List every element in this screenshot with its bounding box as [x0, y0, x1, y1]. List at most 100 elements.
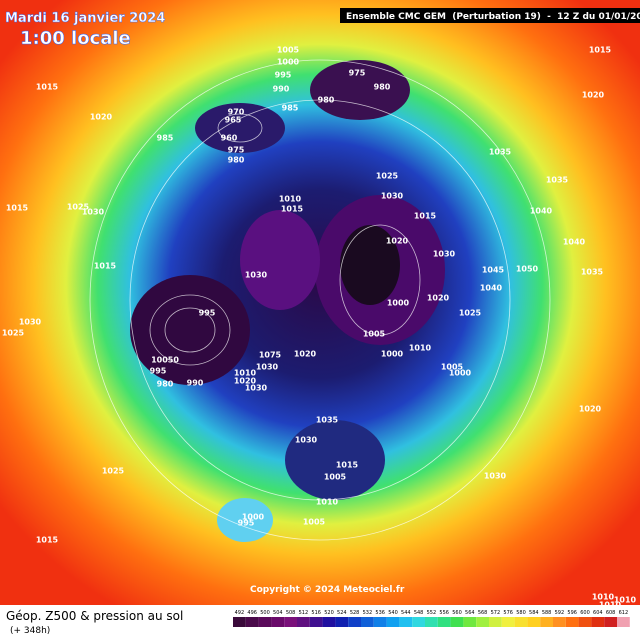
scale-label: 504 [273, 610, 283, 616]
isobar-label: 1005 [363, 330, 386, 339]
isobar-label: 970 [228, 108, 245, 117]
isobar-label: 1000 [381, 350, 404, 359]
scale-label: 564 [465, 610, 475, 616]
isobar-label: 1015 [6, 204, 29, 213]
low-area [195, 103, 285, 153]
scale-label: 516 [311, 610, 321, 616]
isobar-label: 1010 [234, 369, 257, 378]
isobar-label: 1035 [581, 268, 604, 277]
isobar-labels: 1005100099599097598098098597096596098597… [2, 46, 637, 610]
isobar-label: 1025 [459, 309, 482, 318]
scale-label: 556 [439, 610, 449, 616]
scale-label: 492 [235, 610, 245, 616]
color-swatch [565, 617, 579, 627]
isobar-label: 1020 [234, 377, 257, 386]
color-swatch [604, 617, 617, 627]
isobar-label: 1015 [94, 262, 117, 271]
isobar-label: 1035 [546, 176, 569, 185]
isobar-label: 990 [187, 379, 204, 388]
isobar-label: 1015 [589, 46, 612, 55]
color-swatch [514, 617, 528, 627]
isobar-label: 1010 [614, 596, 637, 605]
footer-lead: (+ 348h) [10, 626, 50, 636]
low-area [240, 210, 320, 310]
scale-label: 572 [491, 610, 501, 616]
isobar-label: 990 [273, 85, 290, 94]
low-area [285, 420, 385, 500]
isobar-label: 1005 [303, 518, 326, 527]
scale-label: 508 [286, 610, 296, 616]
color-swatch [437, 617, 451, 627]
isobar-label: 1030 [245, 271, 268, 280]
isobar-label: 1025 [2, 329, 25, 338]
isobar-label: 1030 [433, 250, 456, 259]
scale-label: 552 [427, 610, 437, 616]
color-swatch [284, 617, 297, 627]
isobar-label: 1020 [582, 91, 605, 100]
isobar-label: 10050 [151, 356, 179, 365]
color-scale: 492 496 500 504 508 512 516 520 524 528 532 536 540 5… [233, 610, 630, 627]
isobar-label: 995 [275, 71, 292, 80]
isobar-label: 1005 [324, 473, 347, 482]
isobar-label: 995 [238, 519, 255, 528]
color-swatch [540, 617, 553, 627]
isobar-label: 1035 [316, 416, 339, 425]
color-swatch [476, 617, 489, 627]
color-swatch [373, 617, 387, 627]
isobar-label: 1040 [563, 238, 586, 247]
isobar-label: 995 [150, 367, 167, 376]
color-swatch [591, 617, 605, 627]
isobar-label: 960 [221, 134, 238, 143]
isobar-label: 1025 [376, 172, 399, 181]
isobar-label: 1040 [530, 207, 553, 216]
model-info: Ensemble CMC GEM (Perturbation 19) - 12 … [346, 12, 640, 22]
isobar-label: 1020 [579, 405, 602, 414]
isobar-label: 1015 [414, 212, 437, 221]
color-swatch [271, 617, 285, 627]
scale-label: 600 [580, 610, 590, 616]
color-swatch [258, 617, 272, 627]
isobar-label: 1040 [480, 284, 503, 293]
scale-label: 540 [388, 610, 398, 616]
isobar-label: 1025 [102, 467, 125, 476]
isobar-label: 1005 [277, 46, 300, 55]
isobar-label: 1015 [281, 205, 304, 214]
isobar-label: 1015 [336, 461, 359, 470]
isobar-label: 1030 [295, 436, 318, 445]
isobar-label: 1010 [279, 195, 302, 204]
trough-area [217, 498, 273, 542]
low-area [310, 60, 410, 120]
scale-label: 520 [324, 610, 334, 616]
isobar-label: 1020 [427, 294, 450, 303]
scale-label: 536 [375, 610, 385, 616]
color-swatch [501, 617, 515, 627]
color-swatch [399, 617, 413, 627]
isobar-label: 1000 [387, 299, 410, 308]
isobar-label: 1045 [482, 266, 505, 275]
scale-label: 528 [350, 610, 360, 616]
isobar-label: 1010 [599, 601, 622, 610]
isobar-label: 1015 [36, 536, 59, 545]
isobar-label: 1020 [90, 113, 113, 122]
isobar-label: 1035 [489, 148, 512, 157]
color-swatch [245, 617, 259, 627]
scale-label: 568 [478, 610, 488, 616]
isobar-label: 975 [349, 69, 366, 78]
isobar-label: 1005 [441, 363, 464, 372]
scale-label: 500 [260, 610, 270, 616]
color-swatch [309, 617, 323, 627]
isobar-label: 1020 [386, 237, 409, 246]
low-area [340, 225, 400, 305]
scale-label: 532 [363, 610, 373, 616]
isobar-label: 985 [282, 104, 299, 113]
scale-label: 576 [503, 610, 513, 616]
copyright: Copyright © 2024 Meteociel.fr [250, 585, 405, 595]
scale-label: 496 [247, 610, 257, 616]
color-swatch [297, 617, 310, 627]
isobar-label: 980 [228, 156, 245, 165]
isobar-label: 980 [318, 96, 335, 105]
isobar-label: 995 [199, 309, 216, 318]
scale-label: 592 [555, 610, 565, 616]
scale-label: 604 [593, 610, 603, 616]
